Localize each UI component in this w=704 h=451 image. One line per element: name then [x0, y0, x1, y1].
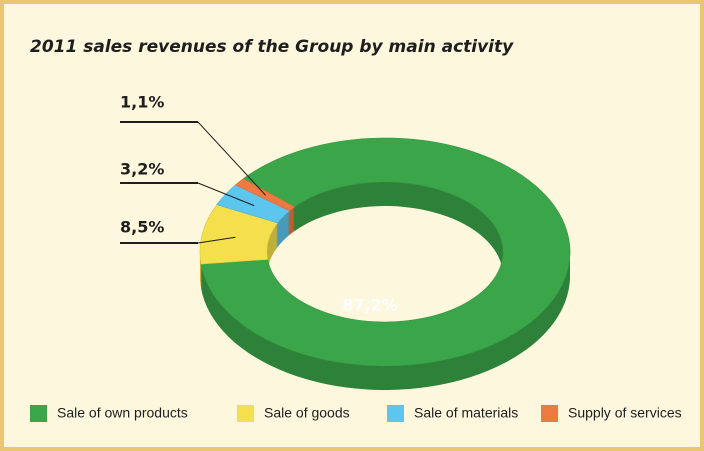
chart-title: 2011 sales revenues of the Group by main… [30, 37, 514, 57]
legend-label: Sale of materials [414, 405, 518, 421]
legend-swatch [30, 405, 47, 422]
slice [200, 137, 571, 367]
legend-label: Supply of services [568, 405, 682, 421]
legend-swatch [387, 405, 404, 422]
value-label: 1,1% [120, 93, 164, 112]
leader-line [197, 236, 236, 244]
value-label: 8,5% [120, 218, 164, 237]
leader-line [197, 121, 267, 196]
legend-swatch [541, 405, 558, 422]
leader-line [197, 182, 255, 207]
legend-label: Sale of goods [264, 405, 350, 421]
legend-label: Sale of own products [57, 405, 188, 421]
value-label: 3,2% [120, 160, 164, 179]
value-label: 87,2% [342, 296, 398, 315]
legend-swatch [237, 405, 254, 422]
